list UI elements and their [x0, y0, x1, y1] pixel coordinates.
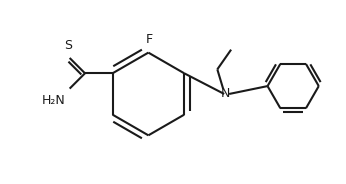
Text: H₂N: H₂N [42, 93, 66, 107]
Text: S: S [64, 39, 72, 52]
Text: F: F [146, 33, 153, 46]
Text: N: N [220, 87, 230, 100]
